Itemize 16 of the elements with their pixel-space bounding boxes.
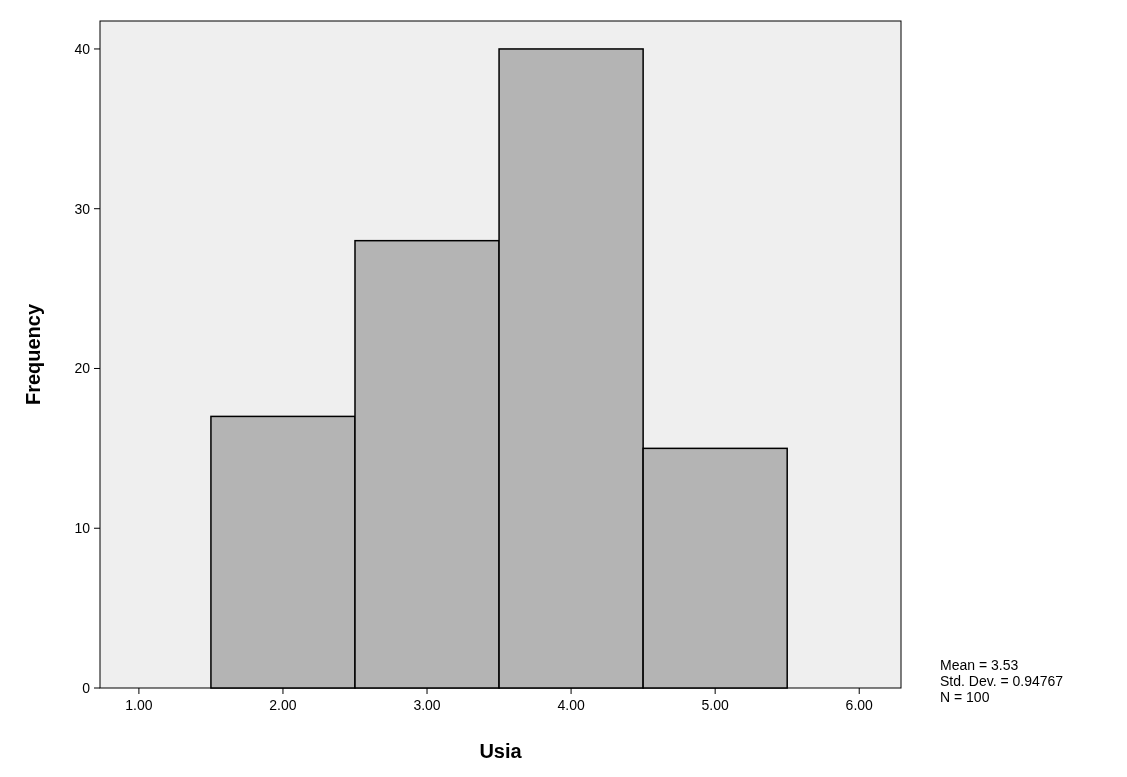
y-tick-label: 10 xyxy=(74,520,91,537)
x-tick-label: 5.00 xyxy=(701,697,729,713)
text: Mean = 3.53 xyxy=(940,657,1019,673)
x-tick-label: 4.00 xyxy=(557,697,585,713)
text: Std. Dev. = 0.94767 xyxy=(940,673,1064,689)
y-tick-label: 30 xyxy=(74,200,91,217)
x-tick-label: 6.00 xyxy=(845,697,874,713)
x-tick-label: 1.00 xyxy=(125,697,153,713)
x-axis-title: Usia xyxy=(479,740,523,762)
text: N = 100 xyxy=(940,689,990,705)
y-axis-title: Frequency xyxy=(22,303,44,406)
x-tick-label: 3.00 xyxy=(413,697,441,713)
y-tick-label: 40 xyxy=(74,40,91,57)
y-tick-label: 0 xyxy=(82,680,91,696)
x-tick-label: 2.00 xyxy=(269,697,297,713)
y-tick-label: 20 xyxy=(74,360,91,377)
